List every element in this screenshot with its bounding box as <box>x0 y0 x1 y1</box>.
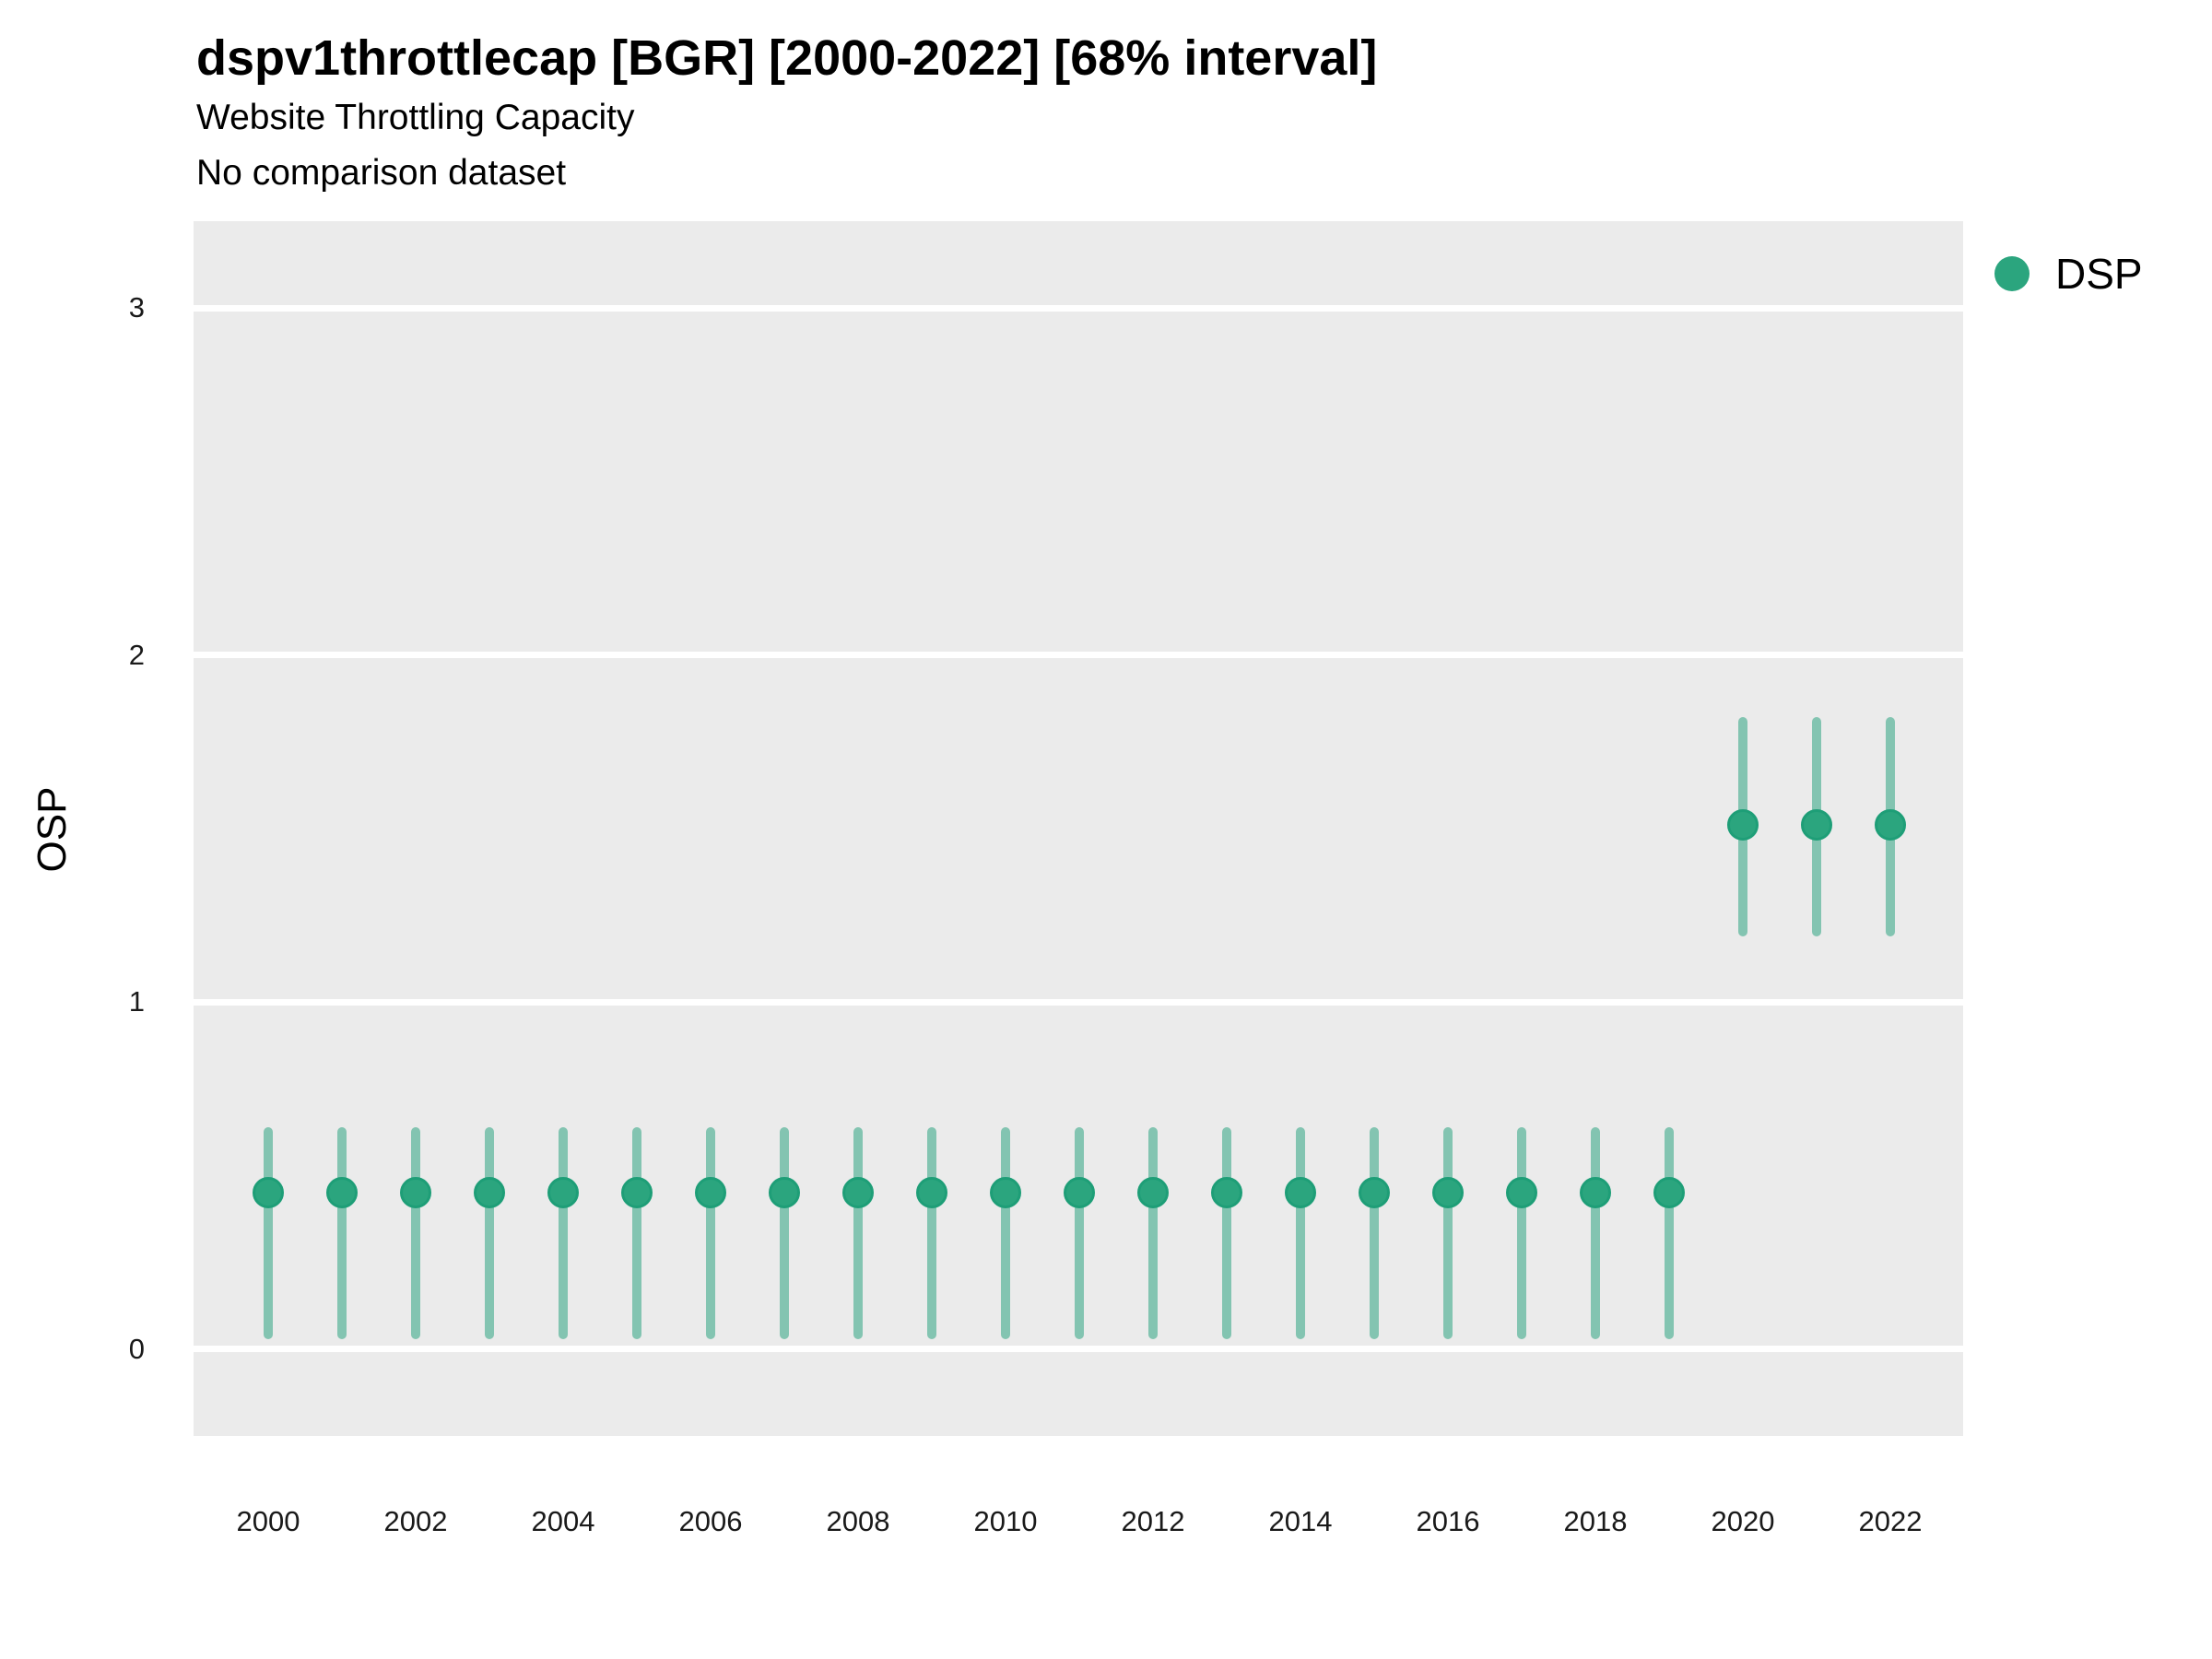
interval-bar-2000 <box>264 1126 273 1339</box>
interval-bar-2004 <box>559 1126 568 1339</box>
chart-subtitle: Website Throttling Capacity <box>196 98 635 137</box>
x-tick-label-2022: 2022 <box>1858 1505 1923 1537</box>
data-point-2010 <box>990 1177 1021 1209</box>
legend-point-icon <box>1994 256 2030 292</box>
data-point-2002 <box>400 1177 431 1209</box>
interval-bar-2012 <box>1148 1126 1158 1339</box>
data-point-2022 <box>1875 809 1906 841</box>
data-point-2016 <box>1432 1177 1464 1209</box>
interval-bar-2002 <box>411 1126 420 1339</box>
interval-bar-2013 <box>1222 1126 1231 1339</box>
interval-bar-2008 <box>853 1126 863 1339</box>
interval-bar-2007 <box>780 1126 789 1339</box>
chart-title: dspv1throttlecap [BGR] [2000-2022] [68% … <box>196 30 1378 86</box>
x-tick-label-2016: 2016 <box>1416 1505 1480 1537</box>
interval-bar-2016 <box>1443 1126 1453 1339</box>
interval-bar-2001 <box>337 1126 347 1339</box>
gridline-y-3 <box>194 304 1963 312</box>
x-tick-label-2014: 2014 <box>1268 1505 1333 1537</box>
gridline-y-2 <box>194 652 1963 659</box>
x-tick-label-2020: 2020 <box>1711 1505 1775 1537</box>
interval-bar-2006 <box>706 1126 715 1339</box>
data-point-2020 <box>1727 809 1759 841</box>
data-point-2009 <box>916 1177 947 1209</box>
y-tick-label-1: 1 <box>128 985 145 1018</box>
data-point-2014 <box>1285 1177 1316 1209</box>
data-point-2000 <box>253 1177 284 1209</box>
data-point-2007 <box>769 1177 800 1209</box>
interval-bar-2005 <box>632 1126 641 1339</box>
y-tick-label-2: 2 <box>128 638 145 671</box>
data-point-2001 <box>326 1177 358 1209</box>
x-tick-label-2006: 2006 <box>678 1505 743 1537</box>
interval-bar-2011 <box>1075 1126 1084 1339</box>
chart-note: No comparison dataset <box>196 153 567 193</box>
x-tick-label-2008: 2008 <box>826 1505 890 1537</box>
interval-bar-2019 <box>1665 1126 1674 1339</box>
data-point-2019 <box>1653 1177 1685 1209</box>
data-point-2011 <box>1064 1177 1095 1209</box>
plot-panel <box>194 221 1963 1436</box>
interval-bar-2003 <box>485 1126 494 1339</box>
legend-label: DSP <box>2055 250 2143 298</box>
x-tick-label-2010: 2010 <box>973 1505 1038 1537</box>
legend: DSP <box>1994 251 2143 298</box>
x-tick-label-2004: 2004 <box>531 1505 595 1537</box>
data-point-2004 <box>547 1177 579 1209</box>
interval-bar-2010 <box>1001 1126 1010 1339</box>
x-tick-label-2012: 2012 <box>1121 1505 1185 1537</box>
data-point-2012 <box>1137 1177 1169 1209</box>
x-tick-label-2002: 2002 <box>383 1505 448 1537</box>
data-point-2021 <box>1801 809 1832 841</box>
data-point-2013 <box>1211 1177 1242 1209</box>
data-point-2005 <box>621 1177 653 1209</box>
interval-bar-2018 <box>1591 1126 1600 1339</box>
data-point-2018 <box>1580 1177 1611 1209</box>
gridline-y-1 <box>194 998 1963 1006</box>
gridline-y-0 <box>194 1346 1963 1353</box>
x-tick-label-2000: 2000 <box>236 1505 300 1537</box>
data-point-2006 <box>695 1177 726 1209</box>
y-tick-label-3: 3 <box>128 291 145 324</box>
interval-bar-2014 <box>1296 1126 1305 1339</box>
data-point-2017 <box>1506 1177 1537 1209</box>
interval-bar-2015 <box>1370 1126 1379 1339</box>
data-point-2008 <box>842 1177 874 1209</box>
y-tick-label-0: 0 <box>128 1332 145 1365</box>
interval-bar-2017 <box>1517 1126 1526 1339</box>
interval-bar-2009 <box>927 1126 936 1339</box>
y-axis-title: OSP <box>29 786 75 873</box>
data-point-2015 <box>1359 1177 1390 1209</box>
x-tick-label-2018: 2018 <box>1563 1505 1628 1537</box>
data-point-2003 <box>474 1177 505 1209</box>
